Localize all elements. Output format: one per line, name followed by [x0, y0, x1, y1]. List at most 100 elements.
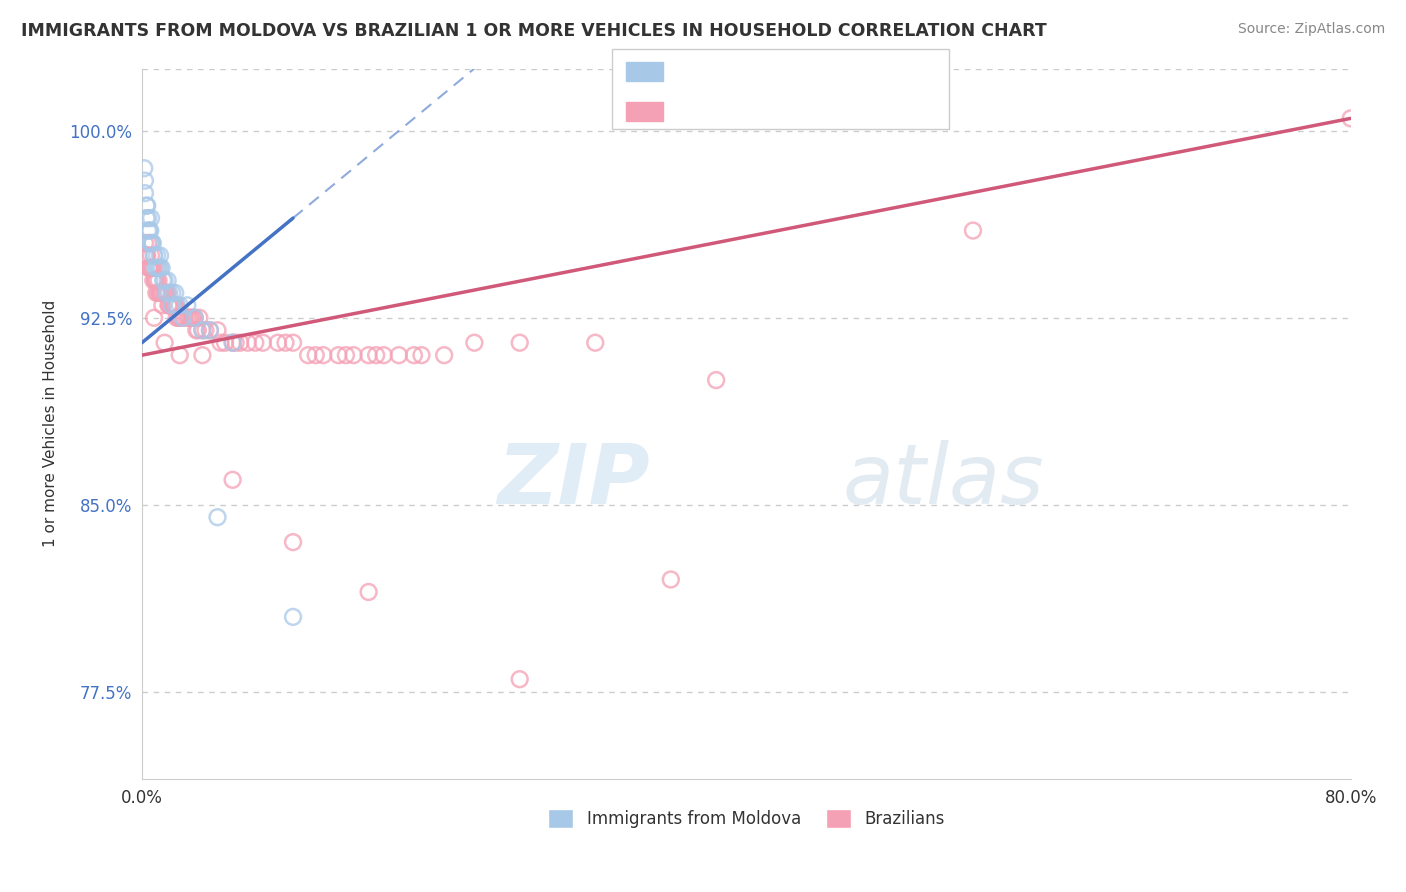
Point	[155, 285, 177, 300]
Point	[148, 285, 170, 300]
Point	[138, 223, 160, 237]
Point	[143, 310, 166, 325]
Point	[198, 323, 221, 337]
Point	[357, 585, 380, 599]
Point	[221, 473, 243, 487]
Point	[236, 335, 259, 350]
Point	[136, 235, 159, 250]
Point	[141, 260, 163, 275]
Point	[509, 672, 531, 686]
Point	[152, 285, 174, 300]
Point	[148, 273, 170, 287]
Point	[150, 285, 173, 300]
Point	[160, 285, 183, 300]
Point	[139, 223, 162, 237]
Point	[165, 298, 187, 312]
Point	[166, 298, 188, 312]
Point	[135, 199, 157, 213]
Point	[156, 285, 179, 300]
Point	[297, 348, 319, 362]
Point	[136, 199, 159, 213]
Point	[157, 298, 180, 312]
Point	[169, 310, 191, 325]
Point	[366, 348, 388, 362]
Point	[221, 335, 243, 350]
Point	[146, 260, 169, 275]
Point	[136, 223, 159, 237]
Point	[149, 260, 172, 275]
Point	[267, 335, 290, 350]
Point	[342, 348, 364, 362]
Text: R = 0.201   N = 95: R = 0.201 N = 95	[669, 103, 827, 120]
Point	[153, 285, 176, 300]
Point	[172, 310, 194, 325]
Point	[156, 273, 179, 287]
Text: IMMIGRANTS FROM MOLDOVA VS BRAZILIAN 1 OR MORE VEHICLES IN HOUSEHOLD CORRELATION: IMMIGRANTS FROM MOLDOVA VS BRAZILIAN 1 O…	[21, 22, 1047, 40]
Point	[174, 310, 197, 325]
Point	[169, 298, 191, 312]
Point	[143, 248, 166, 262]
Point	[335, 348, 357, 362]
Point	[433, 348, 456, 362]
Point	[312, 348, 335, 362]
Point	[179, 310, 201, 325]
Point	[143, 273, 166, 287]
Point	[141, 235, 163, 250]
Point	[145, 273, 167, 287]
Point	[221, 335, 243, 350]
Point	[134, 186, 156, 201]
Point	[138, 235, 160, 250]
Point	[583, 335, 606, 350]
Point	[138, 260, 160, 275]
Point	[136, 248, 159, 262]
Point	[1340, 112, 1362, 126]
Point	[659, 573, 682, 587]
Point	[139, 248, 162, 262]
Point	[166, 310, 188, 325]
Point	[194, 323, 217, 337]
Point	[357, 348, 380, 362]
Point	[157, 298, 180, 312]
Point	[153, 335, 176, 350]
Point	[159, 298, 181, 312]
Point	[229, 335, 252, 350]
Point	[134, 174, 156, 188]
Point	[183, 310, 205, 325]
Point	[138, 260, 160, 275]
Point	[225, 335, 247, 350]
Point	[139, 260, 162, 275]
Point	[165, 298, 187, 312]
Point	[148, 260, 170, 275]
Point	[704, 373, 727, 387]
Point	[252, 335, 274, 350]
Point	[150, 260, 173, 275]
Point	[157, 285, 180, 300]
Point	[191, 323, 214, 337]
Y-axis label: 1 or more Vehicles in Household: 1 or more Vehicles in Household	[44, 300, 58, 548]
Point	[163, 298, 186, 312]
Point	[135, 248, 157, 262]
Point	[160, 298, 183, 312]
Point	[145, 285, 167, 300]
Point	[388, 348, 411, 362]
Point	[135, 248, 157, 262]
Point	[146, 273, 169, 287]
Point	[145, 260, 167, 275]
Point	[149, 248, 172, 262]
Point	[245, 335, 267, 350]
Text: ZIP: ZIP	[498, 440, 650, 521]
Point	[373, 348, 395, 362]
Point	[141, 260, 163, 275]
Point	[160, 298, 183, 312]
Point	[153, 273, 176, 287]
Point	[411, 348, 433, 362]
Point	[134, 235, 156, 250]
Point	[198, 323, 221, 337]
Point	[184, 310, 207, 325]
Point	[207, 510, 229, 524]
Text: atlas: atlas	[844, 440, 1045, 521]
Point	[172, 310, 194, 325]
Point	[141, 235, 163, 250]
Point	[214, 335, 236, 350]
Text: Source: ZipAtlas.com: Source: ZipAtlas.com	[1237, 22, 1385, 37]
